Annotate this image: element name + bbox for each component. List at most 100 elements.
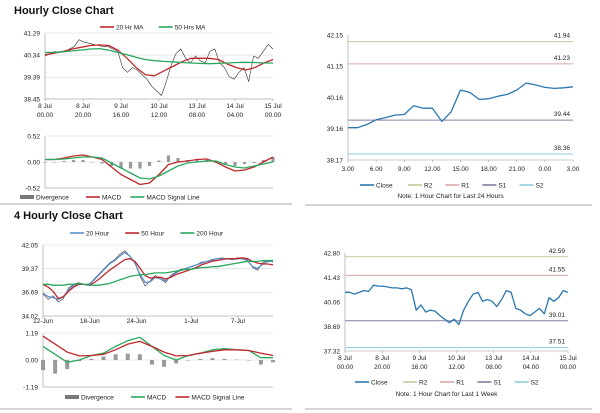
divergence-bar: [246, 360, 251, 361]
level-label-s2: 37.51: [549, 339, 566, 346]
y-tick-label: 37.32: [324, 348, 341, 355]
y-tick-label: 39.37: [22, 266, 39, 273]
x-tick-label: 7-Jul: [231, 318, 246, 325]
divergence-bar: [176, 158, 180, 162]
divergence-bar: [40, 360, 46, 371]
series-line-close: [348, 82, 574, 129]
x-tick-label: 3.00: [342, 166, 355, 173]
divergence-bar: [52, 162, 57, 163]
y-tick-label: 38.69: [324, 324, 341, 331]
divergence-bar: [125, 353, 130, 360]
x-tick-label: 15 Jul: [264, 103, 282, 110]
legend-swatch-divergence: [65, 395, 79, 399]
legend-label: R2: [419, 380, 428, 387]
divergence-bar: [174, 360, 179, 364]
x-tick-label: 13 Jul: [188, 103, 206, 110]
series-line-close: [44, 39, 274, 96]
divergence-bar: [222, 358, 227, 360]
series-line-macd-signal-line: [45, 156, 274, 180]
divergence-bar: [157, 160, 161, 162]
level-label-s1: 39.01: [549, 312, 566, 319]
x-tick-label: 15.00: [452, 166, 469, 173]
y-tick-label: 0.00: [25, 357, 38, 364]
y-tick-label: 41.43: [324, 275, 341, 282]
four-hourly-section-title: 4 Hourly Close Chart: [14, 210, 123, 222]
legend-label: 20 Hour: [86, 231, 110, 238]
divergence-bar: [81, 160, 85, 162]
divergence-bar: [271, 157, 275, 162]
level-label-s1: 39.44: [554, 111, 571, 118]
x-tick-label: 16.00: [411, 364, 428, 371]
divergence-bar: [109, 162, 114, 166]
series-line-50-hrs-ma: [44, 47, 273, 65]
x-tick-label: 0.00: [539, 166, 552, 173]
divergence-bar: [137, 354, 142, 360]
divergence-bar: [162, 360, 167, 367]
x-tick-label: 00.00: [560, 364, 577, 371]
divergence-bar: [138, 162, 142, 169]
divergence-bar: [62, 161, 66, 162]
x-tick-label: 04.00: [227, 112, 244, 119]
x-tick-label: 24-Jun: [127, 318, 147, 325]
divergence-bar: [270, 360, 276, 363]
chart-note: Note: 1 Hour Chart for Last 24 Hours: [397, 193, 504, 200]
legend-swatch-divergence: [20, 195, 34, 199]
legend-label: R2: [424, 183, 433, 190]
y-tick-label: 36.69: [22, 290, 39, 297]
y-tick-label: 0.00: [27, 159, 40, 166]
divergence-bar: [113, 354, 118, 360]
x-tick-label: 1-Jul: [184, 318, 199, 325]
level-label-r2: 41.94: [554, 33, 571, 40]
y-tick-label: -0.52: [25, 185, 40, 192]
x-tick-label: 9.00: [398, 166, 411, 173]
divergence-bar: [65, 360, 70, 370]
legend-label: 50 Hour: [141, 231, 165, 238]
x-tick-label: 10 Jul: [150, 103, 168, 110]
x-tick-label: 8 Jul: [338, 355, 352, 362]
y-tick-label: 41.15: [327, 64, 344, 71]
x-tick-label: 8 Jul: [375, 355, 389, 362]
divergence-bar: [101, 356, 106, 360]
legend-label: MACD Signal Line: [146, 195, 199, 202]
x-tick-label: 12.00: [424, 166, 441, 173]
level-label-r1: 41.23: [554, 55, 571, 62]
y-tick-label: 38.45: [24, 96, 41, 103]
divergence-bar: [100, 162, 104, 164]
level-label-s2: 38.36: [554, 145, 571, 152]
legend-label: Divergence: [36, 195, 69, 202]
y-tick-label: 42.80: [324, 250, 341, 257]
y-tick-label: 39.16: [327, 126, 344, 133]
y-tick-label: 41.29: [24, 30, 41, 37]
x-tick-label: 14 Jul: [226, 103, 244, 110]
x-tick-label: 12.00: [448, 364, 465, 371]
legend-label: MACD Signal Line: [191, 395, 244, 402]
divergence-bar: [166, 155, 171, 162]
x-tick-label: 15 Jul: [559, 355, 577, 362]
legend-label: Close: [371, 380, 388, 387]
divergence-bar: [210, 358, 215, 360]
divergence-bar: [242, 162, 247, 164]
divergence-bar: [258, 360, 263, 365]
x-tick-label: 10 Jul: [448, 355, 466, 362]
y-tick-label: 40.06: [324, 299, 341, 306]
divergence-bar: [53, 360, 58, 374]
divergence-bar: [43, 162, 47, 163]
x-tick-label: 00.00: [37, 112, 54, 119]
divergence-bar: [198, 358, 203, 360]
y-tick-label: 38.17: [327, 157, 344, 164]
legend-label: MACD: [147, 395, 166, 402]
legend-label: 200 Hour: [196, 231, 224, 238]
divergence-bar: [147, 162, 152, 166]
hourly-section-title: Hourly Close Chart: [14, 5, 114, 17]
level-label-r1: 41.55: [549, 266, 566, 273]
x-tick-label: 8 Jul: [38, 103, 52, 110]
y-tick-label: 42.15: [327, 32, 344, 39]
divergence-bar: [261, 160, 266, 162]
series-line-macd: [45, 154, 274, 186]
divergence-bar: [252, 162, 256, 163]
x-tick-label: 9 Jul: [412, 355, 426, 362]
series-line-close: [345, 284, 569, 326]
x-tick-label: 16.00: [113, 112, 130, 119]
series-line-20-hr-ma: [44, 44, 274, 77]
